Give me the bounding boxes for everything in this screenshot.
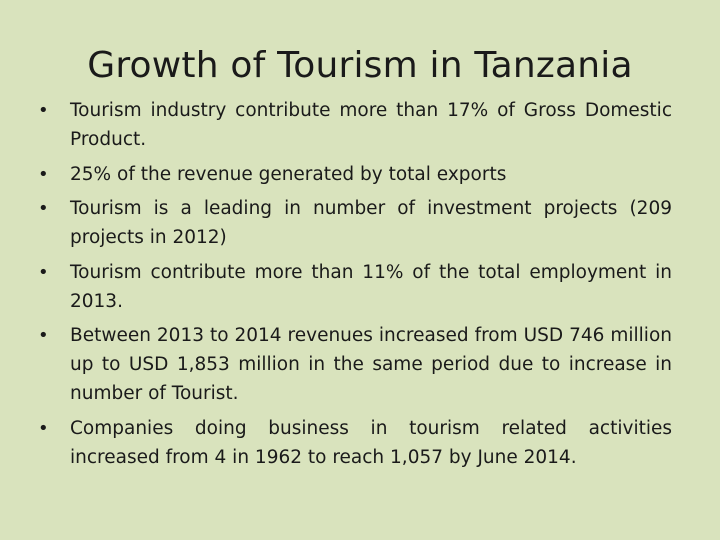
bullet-text: Tourism is a leading in number of invest… bbox=[70, 198, 672, 248]
slide-title: Growth of Tourism in Tanzania bbox=[87, 45, 633, 86]
bullet-item: • 25% of the revenue generated by total … bbox=[38, 160, 672, 189]
bullet-item: • Tourism is a leading in number of inve… bbox=[38, 194, 672, 252]
bullet-dot-icon: • bbox=[38, 198, 49, 219]
bullet-text: Tourism contribute more than 11% of the … bbox=[70, 261, 672, 312]
bullet-dot-icon: • bbox=[38, 417, 49, 439]
bullet-text: 25% of the revenue generated by total ex… bbox=[70, 163, 507, 185]
bullet-item: • Tourism industry contribute more than … bbox=[38, 96, 672, 154]
bullet-dot-icon: • bbox=[38, 261, 49, 283]
bullet-dot-icon: • bbox=[38, 163, 49, 185]
bullet-text: Companies doing business in tourism rela… bbox=[70, 417, 672, 468]
bullet-text: Tourism industry contribute more than 17… bbox=[70, 100, 672, 150]
bullet-list: • Tourism industry contribute more than … bbox=[38, 96, 672, 477]
bullet-item: • Companies doing business in tourism re… bbox=[38, 414, 672, 472]
bullet-text: Between 2013 to 2014 revenues increased … bbox=[70, 325, 672, 404]
bullet-item: • Between 2013 to 2014 revenues increase… bbox=[38, 321, 672, 408]
bullet-item: • Tourism contribute more than 11% of th… bbox=[38, 258, 672, 316]
bullet-dot-icon: • bbox=[38, 100, 49, 121]
bullet-dot-icon: • bbox=[38, 325, 49, 346]
